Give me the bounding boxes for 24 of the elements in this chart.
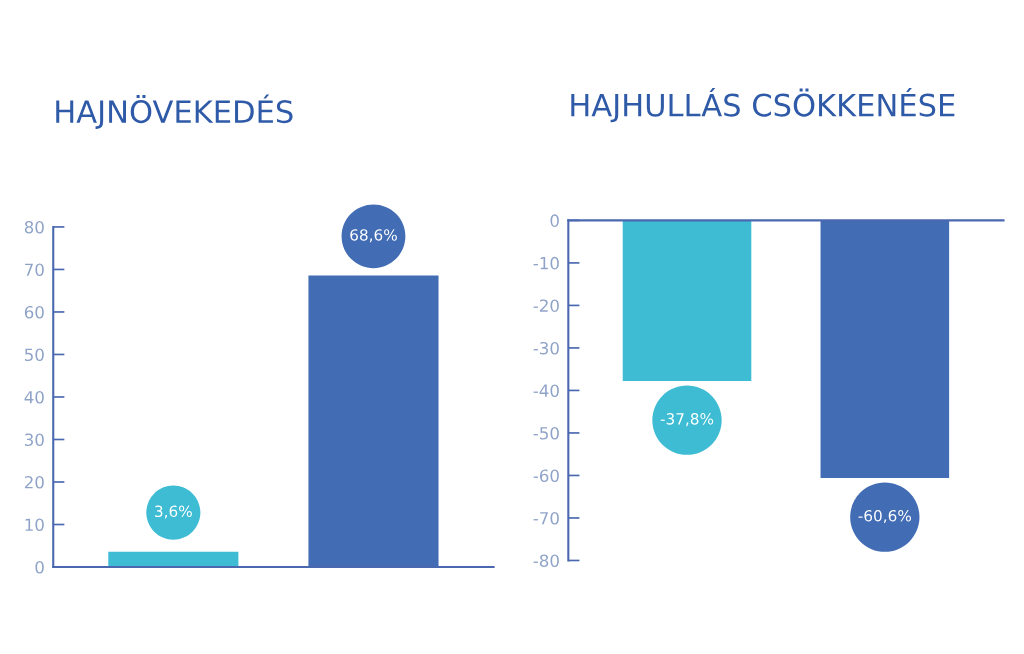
y-tick-label: -40 (533, 384, 559, 398)
data-label: 3,6% (155, 505, 192, 519)
y-tick-label: -50 (533, 426, 559, 440)
y-tick-label: 0 (35, 560, 44, 574)
y-tick-label: -60 (533, 469, 559, 483)
y-tick-label: 80 (24, 220, 44, 234)
y-tick-label: -30 (533, 341, 559, 355)
y-tick-label: 60 (24, 305, 44, 319)
y-tick-label: 30 (24, 433, 44, 447)
chart-title: HAJNÖVEKEDÉS (56, 94, 293, 129)
y-tick-label: 0 (550, 214, 559, 227)
y-tick-label: 10 (25, 518, 44, 532)
y-tick-label: -70 (533, 511, 559, 525)
y-tick-label: -20 (533, 299, 559, 312)
data-label: 68,6% (350, 229, 397, 243)
y-tick-label: 50 (24, 348, 44, 362)
y-tick-label: 70 (25, 263, 44, 277)
chart-title: HAJHULLÁS CSÖKKENÉSE (571, 87, 955, 123)
y-tick-label: -80 (533, 554, 559, 568)
y-tick-label: 40 (24, 390, 44, 404)
data-label: -37,8% (660, 413, 714, 427)
y-tick-label: -10 (533, 256, 559, 270)
y-tick-label: 20 (24, 475, 44, 489)
data-label: -60,6% (858, 509, 912, 524)
